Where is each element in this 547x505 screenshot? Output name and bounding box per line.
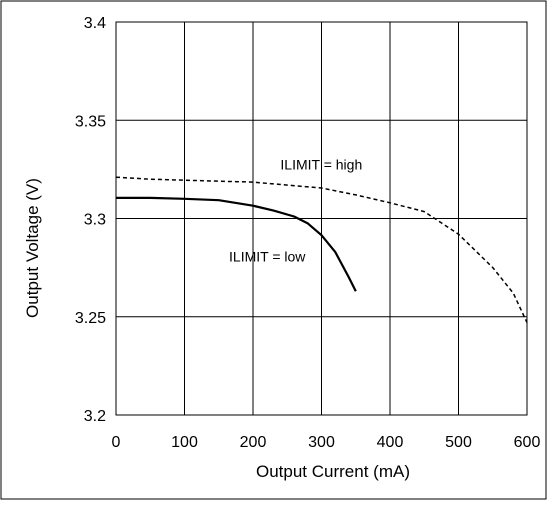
x-tick-label: 200 — [240, 434, 267, 451]
x-tick-label: 600 — [514, 434, 541, 451]
annotation-label: ILIMIT = low — [229, 249, 306, 265]
annotations: ILIMIT = high ILIMIT = low — [229, 156, 362, 264]
tick-labels: 0 100 200 300 400 500 600 3.2 3.25 3.3 3.35 3.4 — [75, 15, 541, 451]
annotation-label: ILIMIT = high — [280, 156, 362, 172]
y-axis-label: Output Voltage (V) — [23, 178, 42, 318]
x-tick-label: 500 — [445, 434, 472, 451]
y-tick-label: 3.35 — [75, 113, 106, 130]
y-tick-label: 3.4 — [84, 15, 106, 32]
y-tick-label: 3.3 — [84, 212, 106, 229]
x-axis-label: Output Current (mA) — [256, 462, 410, 481]
series-line-ilimit-high — [115, 176, 528, 323]
x-tick-label: 100 — [171, 434, 198, 451]
plot-area — [115, 21, 528, 416]
series-line-ilimit-low — [116, 196, 357, 292]
x-tick-label: 300 — [308, 434, 335, 451]
x-tick-label: 0 — [112, 434, 121, 451]
x-tick-label: 400 — [377, 434, 404, 451]
series-layer — [115, 176, 528, 323]
y-tick-label: 3.25 — [75, 310, 106, 327]
y-tick-label: 3.2 — [84, 408, 106, 425]
grid — [116, 22, 527, 415]
